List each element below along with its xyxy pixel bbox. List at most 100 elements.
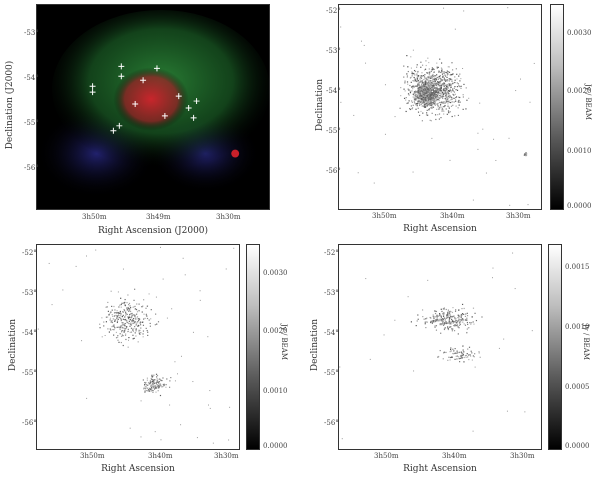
speckle: [436, 66, 438, 68]
speckle: [430, 83, 432, 86]
speckle: [438, 70, 440, 72]
speckle: [420, 84, 423, 86]
speckle: [445, 98, 448, 100]
speckle: [446, 79, 448, 81]
speckle: [153, 388, 156, 390]
speckle: [156, 374, 159, 377]
speckle: [162, 377, 164, 379]
speckle: [423, 88, 425, 91]
speckle: [468, 97, 470, 99]
speckle: [135, 330, 137, 332]
speckle: [424, 106, 427, 108]
speckle: [128, 315, 130, 317]
speckle: [429, 119, 431, 121]
speckle: [416, 91, 418, 93]
speckle: [425, 82, 427, 84]
speckle: [458, 99, 460, 102]
speckle: [152, 386, 155, 388]
speckle: [110, 290, 112, 292]
speckle: [415, 85, 417, 87]
speckle: [429, 80, 431, 82]
speckle: [116, 320, 119, 322]
speckle: [412, 171, 414, 173]
speckle: [428, 84, 430, 86]
speckle: [441, 319, 443, 321]
speckle: [116, 316, 118, 319]
speckle: [126, 309, 128, 311]
speckle: [414, 79, 417, 81]
speckle: [420, 61, 422, 63]
speckle: [107, 316, 109, 318]
colorbar: [548, 244, 562, 450]
speckle: [448, 96, 450, 99]
speckle: [462, 349, 464, 351]
speckle: [413, 85, 415, 87]
speckle: [452, 315, 454, 317]
speckle: [411, 101, 413, 103]
speckle: [431, 105, 433, 107]
speckle: [410, 67, 412, 69]
speckle: [463, 10, 465, 12]
speckle: [477, 148, 479, 150]
speckle: [420, 89, 423, 92]
speckle: [468, 346, 471, 348]
speckle: [154, 386, 156, 388]
speckle: [99, 327, 101, 329]
speckle: [156, 384, 158, 386]
speckle: [441, 96, 444, 99]
speckle: [449, 83, 452, 85]
speckle: [154, 431, 156, 433]
speckle: [340, 26, 342, 28]
speckle: [412, 93, 414, 95]
speckle: [127, 294, 129, 296]
speckle: [406, 76, 408, 78]
speckle: [451, 78, 453, 81]
speckle: [443, 101, 445, 103]
speckle: [430, 120, 432, 122]
speckle: [411, 108, 413, 110]
speckle: [420, 96, 423, 98]
speckle: [438, 81, 440, 83]
speckle: [131, 320, 133, 323]
speckle: [443, 328, 446, 331]
speckle: [460, 316, 462, 318]
speckle: [407, 66, 409, 68]
speckle: [155, 373, 158, 375]
speckle: [420, 86, 422, 88]
x-tick: 3h40m: [440, 212, 465, 220]
speckle: [233, 247, 235, 249]
speckle: [441, 93, 444, 95]
speckle: [434, 325, 436, 327]
speckle: [436, 314, 438, 316]
speckle: [424, 323, 426, 325]
speckle: [427, 84, 430, 86]
speckle: [451, 330, 453, 332]
speckle: [409, 108, 411, 110]
speckle: [155, 386, 157, 388]
speckle: [464, 315, 467, 317]
speckle: [416, 73, 418, 75]
speckle: [465, 87, 467, 89]
speckle: [136, 322, 138, 324]
speckle: [423, 83, 425, 86]
speckle: [422, 101, 424, 103]
y-tick: -55°: [326, 127, 341, 135]
speckle: [428, 61, 430, 64]
speckle: [434, 92, 436, 94]
speckle: [457, 333, 459, 335]
speckle: [419, 104, 421, 106]
colorbar-tick: 0.0030: [567, 29, 592, 37]
speckle: [150, 384, 152, 386]
speckle: [111, 326, 113, 328]
speckle: [112, 325, 114, 327]
speckle: [417, 99, 419, 101]
speckle: [127, 339, 129, 341]
speckle: [415, 80, 417, 82]
speckle: [127, 306, 129, 309]
speckle: [155, 296, 157, 298]
speckle: [460, 315, 462, 317]
speckle: [432, 76, 434, 78]
speckle: [427, 87, 429, 89]
speckle: [448, 90, 451, 92]
speckle: [120, 341, 122, 344]
